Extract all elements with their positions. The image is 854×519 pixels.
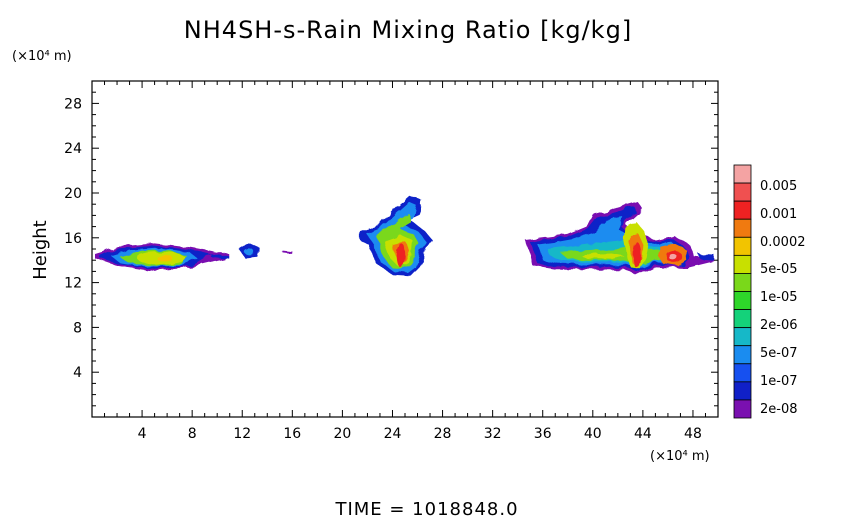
field-right-cell-peak [668, 253, 677, 260]
field-left-tail [210, 253, 230, 260]
colorbar-cell [733, 309, 752, 329]
y-tick-label: 4 [73, 365, 82, 381]
colorbar-label: 1e-07 [760, 374, 798, 389]
colorbar-label: 5e-07 [760, 346, 798, 361]
y-unit-label: (×10⁴ m) [12, 49, 72, 64]
y-axis: 4 8 12 16 20 24 28 [64, 91, 718, 407]
colorbar-cell [733, 254, 752, 274]
field-left-peak [156, 254, 173, 261]
x-tick-label: 20 [333, 426, 351, 442]
x-tick-label: 44 [634, 426, 652, 442]
colorbar-cell [733, 327, 752, 347]
x-tick-label: 8 [188, 426, 197, 442]
x-tick-label: 36 [534, 426, 552, 442]
y-tick-label: 24 [64, 141, 82, 157]
colorbar-label: 0.005 [760, 179, 797, 194]
colorbar-cell [733, 182, 752, 202]
colorbar-cell [733, 363, 752, 383]
mixing-ratio-field [94, 195, 715, 276]
x-unit-label: (×10⁴ m) [650, 449, 710, 464]
colorbar-label: 5e-05 [760, 262, 798, 277]
x-tick-label: 24 [384, 426, 402, 442]
x-tick-label: 4 [138, 426, 147, 442]
colorbar-label: 0.001 [760, 207, 797, 222]
y-tick-label: 28 [64, 96, 82, 112]
x-tick-label: 48 [684, 426, 702, 442]
colorbar-label: 1e-05 [760, 290, 798, 305]
x-tick-label: 16 [283, 426, 301, 442]
colorbar-cell [733, 200, 752, 220]
colorbar-cell [733, 399, 752, 419]
y-tick-label: 20 [64, 186, 82, 202]
y-tick-label: 12 [64, 276, 82, 292]
colorbar-cell [733, 164, 752, 184]
y-tick-label: 16 [64, 231, 82, 247]
colorbar-cell [733, 218, 752, 238]
x-tick-label: 40 [584, 426, 602, 442]
y-axis-label: Height [30, 220, 51, 280]
colorbar-label: 0.0002 [760, 235, 806, 250]
time-label: TIME = 1018848.0 [334, 499, 518, 519]
field-left-speck [282, 250, 293, 254]
colorbar-label: 2e-08 [760, 402, 798, 417]
x-tick-label: 28 [434, 426, 452, 442]
colorbar-cell [733, 291, 752, 310]
colorbar-label: 2e-06 [760, 318, 798, 333]
y-tick-label: 8 [73, 320, 82, 336]
chart-title: NH4SH-s-Rain Mixing Ratio [kg/kg] [184, 16, 632, 44]
colorbar: 0.005 0.001 0.0002 5e-05 1e-05 2e-06 5e-07 1e-0… [733, 164, 806, 419]
colorbar-cell [733, 345, 752, 365]
colorbar-cell [733, 236, 752, 256]
field-right-yg-band [580, 253, 625, 260]
field-right-col-red [632, 241, 641, 268]
colorbar-cell [733, 273, 752, 292]
x-axis: 4 8 12 16 20 24 28 32 36 40 44 48 [104, 81, 706, 442]
x-tick-label: 12 [233, 426, 251, 442]
colorbar-cell [733, 381, 752, 401]
field-right-edge [698, 253, 715, 261]
x-tick-label: 32 [484, 426, 502, 442]
field-mid-peak [396, 243, 407, 268]
field-left-patch-core [244, 249, 255, 256]
